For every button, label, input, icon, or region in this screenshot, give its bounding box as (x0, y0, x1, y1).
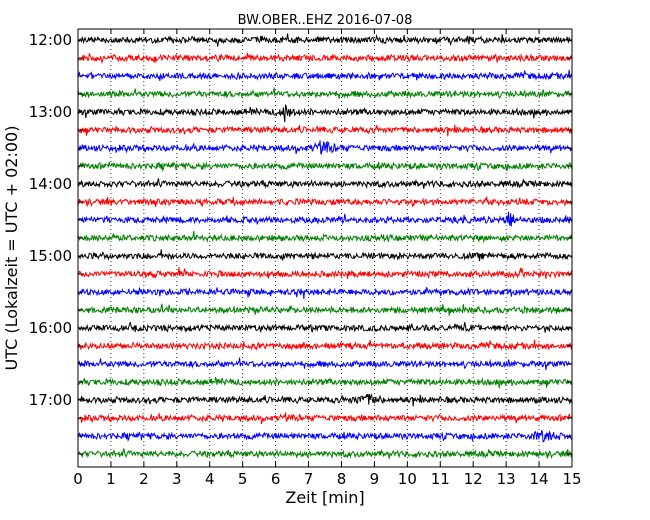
seismic-trace (77, 231, 573, 244)
seismic-trace (77, 286, 573, 299)
seismic-trace (77, 140, 573, 155)
seismic-trace (77, 161, 573, 172)
seismic-trace (77, 376, 573, 389)
seismic-traces (77, 33, 573, 459)
y-tick-label: 14:00 (29, 175, 72, 193)
seismic-trace (77, 339, 573, 352)
seismic-trace (77, 196, 573, 208)
x-tick-label: 2 (139, 470, 149, 488)
x-tick-label: 14 (530, 470, 549, 488)
y-tick-label: 12:00 (29, 31, 72, 49)
axes: 0 1 2 3 4 5 6 7 8 9 10 11 12 13 14 1512:0013:0014:0015:… (29, 29, 582, 488)
x-tick-label: 4 (205, 470, 215, 488)
seismic-trace (77, 69, 573, 82)
x-axis-label: Zeit [min] (285, 488, 364, 507)
x-tick-label: 15 (562, 470, 581, 488)
seismic-trace (77, 267, 573, 279)
y-tick-label: 17:00 (29, 391, 72, 409)
seismic-trace (77, 412, 573, 424)
y-tick-label: 13:00 (29, 103, 72, 121)
seismic-trace (77, 124, 573, 137)
plot-frame (77, 28, 573, 468)
x-tick-label: 9 (370, 470, 380, 488)
x-tick-label: 6 (271, 470, 281, 488)
x-tick-label: 5 (238, 470, 248, 488)
x-tick-label: 11 (431, 470, 450, 488)
seismic-trace (77, 33, 573, 47)
x-tick-label: 13 (497, 470, 516, 488)
x-tick-label: 10 (398, 470, 417, 488)
x-tick-label: 1 (106, 470, 116, 488)
seismic-trace (77, 357, 573, 371)
y-axis-label: UTC (Lokalzeit = UTC + 02:00) (2, 126, 21, 371)
seismic-trace (77, 429, 573, 443)
seismic-trace (77, 211, 573, 227)
seismic-trace (77, 393, 573, 407)
seismic-trace (77, 303, 573, 316)
x-tick-label: 8 (337, 470, 347, 488)
seismic-trace (77, 52, 573, 65)
seismic-trace (77, 321, 573, 333)
y-tick-label: 15:00 (29, 247, 72, 265)
x-tick-label: 12 (464, 470, 483, 488)
y-tick-label: 16:00 (29, 319, 72, 337)
seismic-trace (77, 104, 573, 123)
seismic-trace (77, 249, 573, 262)
x-tick-label: 0 (73, 470, 83, 488)
x-tick-label: 3 (172, 470, 182, 488)
seismic-trace (77, 87, 573, 100)
seismic-trace (77, 448, 573, 459)
chart-title: BW.OBER..EHZ 2016-07-08 (238, 13, 413, 28)
seismic-trace (77, 178, 573, 189)
x-tick-label: 7 (304, 470, 314, 488)
